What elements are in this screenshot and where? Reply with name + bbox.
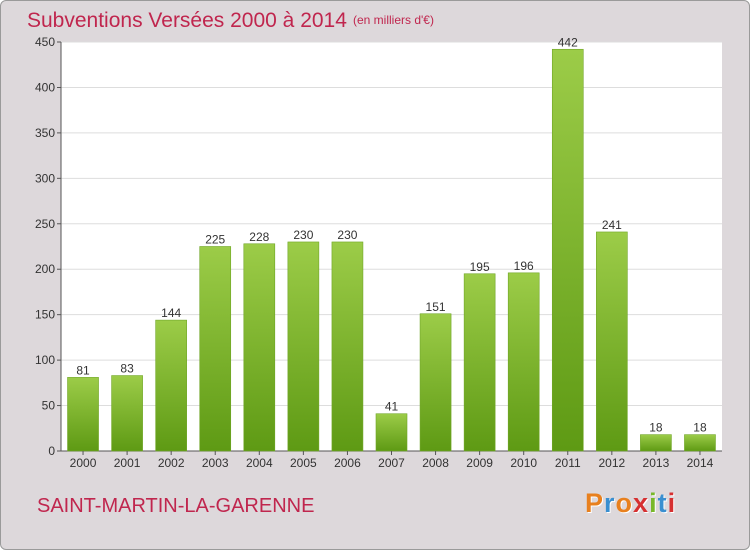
data-label-2013: 18 — [649, 421, 663, 435]
y-tick-label: 50 — [42, 399, 56, 413]
x-tick-label-2012: 2012 — [598, 456, 625, 470]
bar-2004 — [243, 243, 276, 452]
place-name: SAINT-MARTIN-LA-GARENNE — [37, 495, 315, 517]
data-label-2014: 18 — [693, 421, 707, 435]
data-label-2001: 83 — [120, 362, 134, 376]
data-label-2003: 225 — [205, 233, 225, 247]
bar-2008 — [419, 313, 452, 452]
bar-2006 — [331, 241, 364, 452]
x-tick-label-2010: 2010 — [510, 456, 537, 470]
data-label-2009: 195 — [470, 260, 490, 274]
chart-subtitle: (en milliers d'€) — [353, 13, 434, 27]
x-tick-label-2003: 2003 — [202, 456, 229, 470]
logo-letter: P — [585, 488, 605, 518]
chart-title: Subventions Versées 2000 à 2014 — [27, 9, 347, 32]
bar-2009 — [463, 273, 496, 452]
y-tick-label: 400 — [35, 80, 55, 94]
x-tick-label-2009: 2009 — [466, 456, 493, 470]
bar-2014 — [684, 434, 716, 452]
bar-2005 — [287, 241, 320, 452]
x-tick-label-2000: 2000 — [70, 456, 97, 470]
bar-2010 — [507, 272, 540, 452]
data-label-2012: 241 — [602, 218, 622, 232]
bar-2007 — [375, 413, 408, 452]
y-tick-label: 300 — [35, 171, 55, 185]
logo-letter: i — [649, 488, 658, 518]
y-tick-label: 200 — [35, 262, 55, 276]
bar-2013 — [640, 434, 672, 452]
data-label-2010: 196 — [514, 259, 534, 273]
x-tick-label-2007: 2007 — [378, 456, 405, 470]
x-tick-label-2004: 2004 — [246, 456, 273, 470]
x-tick-label-2001: 2001 — [114, 456, 141, 470]
logo-letter: i — [667, 488, 677, 518]
data-label-2008: 151 — [426, 300, 446, 314]
y-tick-label: 350 — [35, 126, 55, 140]
data-label-2006: 230 — [337, 228, 357, 242]
bar-2003 — [199, 246, 232, 452]
x-tick-label-2014: 2014 — [687, 456, 714, 470]
x-tick-label-2002: 2002 — [158, 456, 185, 470]
data-label-2004: 228 — [249, 230, 269, 244]
bar-2012 — [596, 231, 628, 452]
bar-2002 — [155, 319, 187, 452]
proxiti-logo[interactable]: Proxiti — [585, 488, 676, 519]
bar-2011 — [551, 48, 584, 452]
data-label-2000: 81 — [76, 363, 90, 377]
x-tick-label-2011: 2011 — [555, 456, 581, 470]
data-label-2002: 144 — [161, 306, 181, 320]
logo-letter: x — [633, 488, 650, 518]
x-tick-label-2005: 2005 — [290, 456, 317, 470]
y-tick-label: 100 — [35, 353, 55, 367]
logo-letter: t — [657, 488, 668, 518]
data-label-2011: 442 — [558, 35, 578, 49]
data-label-2007: 41 — [385, 400, 399, 414]
x-tick-label-2006: 2006 — [334, 456, 361, 470]
y-tick-label: 150 — [35, 308, 55, 322]
data-label-2005: 230 — [293, 228, 313, 242]
x-tick-label-2013: 2013 — [643, 456, 670, 470]
logo-letter: r — [604, 488, 616, 518]
bar-2001 — [111, 375, 143, 452]
logo-letter: o — [615, 488, 634, 518]
y-tick-label: 250 — [35, 217, 55, 231]
bar-2000 — [67, 377, 99, 452]
y-tick-label: 450 — [35, 35, 55, 49]
x-tick-label-2008: 2008 — [422, 456, 449, 470]
y-tick-label: 0 — [48, 444, 55, 458]
